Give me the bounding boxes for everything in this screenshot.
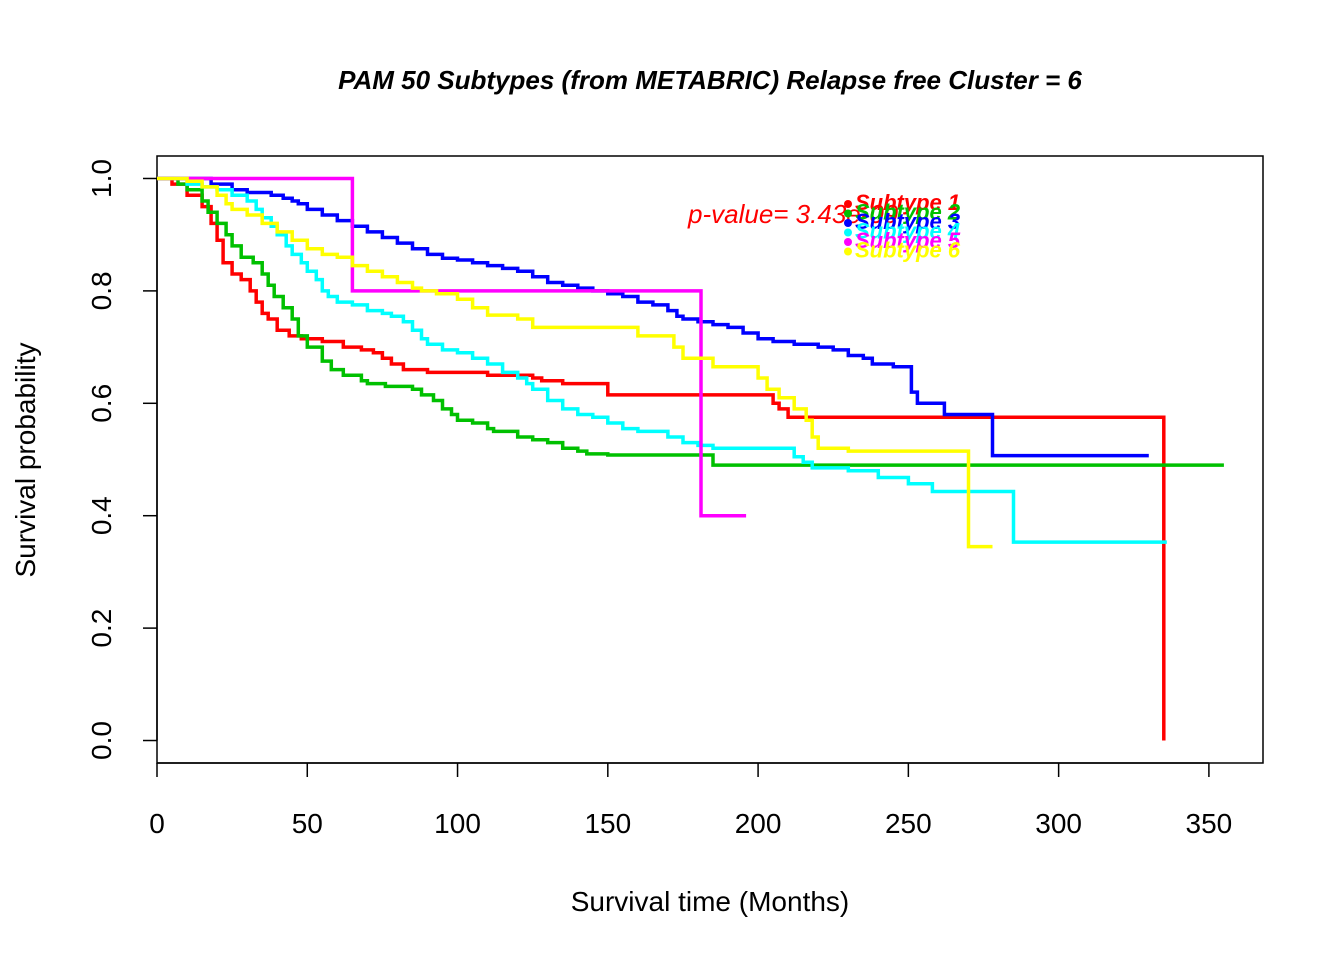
x-tick-label: 0 xyxy=(149,808,165,839)
series-1-curve xyxy=(157,176,1166,741)
x-axis-label: Survival time (Months) xyxy=(571,886,850,917)
legend-marker xyxy=(844,200,852,208)
legend-label: Subtype 6 xyxy=(855,238,961,263)
y-tick-label: 0.4 xyxy=(86,496,117,535)
y-tick-label: 0.8 xyxy=(86,271,117,310)
y-tick-label: 0.2 xyxy=(86,609,117,648)
legend-label: Subtype 4 xyxy=(855,219,960,244)
series-5-curve xyxy=(157,176,747,518)
x-tick-label: 50 xyxy=(292,808,323,839)
y-tick-label: 0.0 xyxy=(86,721,117,760)
y-axis: 0.0 0.2 0.4 0.6 0.8 1.0 xyxy=(86,159,158,760)
legend-marker xyxy=(844,219,852,227)
y-tick-label: 1.0 xyxy=(86,159,117,198)
x-tick-label: 150 xyxy=(584,808,631,839)
series-6-curve xyxy=(157,176,993,549)
x-tick-label: 200 xyxy=(735,808,782,839)
legend-marker xyxy=(844,247,852,256)
legend-marker xyxy=(844,228,852,237)
y-axis-label: Survival probability xyxy=(10,343,41,578)
x-tick-label: 100 xyxy=(434,808,481,839)
p-value-annotation: p-value= 3.43e-09 xyxy=(687,199,898,229)
series-2-curve xyxy=(157,176,1224,467)
series-4-curve xyxy=(157,176,1167,544)
legend-label: Subtype 5 xyxy=(855,228,961,253)
legend-label: Subtype 2 xyxy=(855,200,961,225)
legend-label: Subtype 3 xyxy=(855,209,960,234)
x-axis: 0 50 100 150 200 250 300 350 xyxy=(149,762,1233,839)
legend-marker xyxy=(844,238,852,246)
x-tick-label: 350 xyxy=(1186,808,1233,839)
survival-curves xyxy=(157,176,1224,741)
x-tick-label: 300 xyxy=(1035,808,1082,839)
chart-title: PAM 50 Subtypes (from METABRIC) Relapse … xyxy=(338,65,1082,95)
x-tick-label: 250 xyxy=(885,808,932,839)
series-3-curve xyxy=(157,176,1149,458)
legend-marker xyxy=(844,209,852,218)
legend-label: Subtype 1 xyxy=(855,190,960,215)
y-tick-label: 0.6 xyxy=(86,384,117,423)
